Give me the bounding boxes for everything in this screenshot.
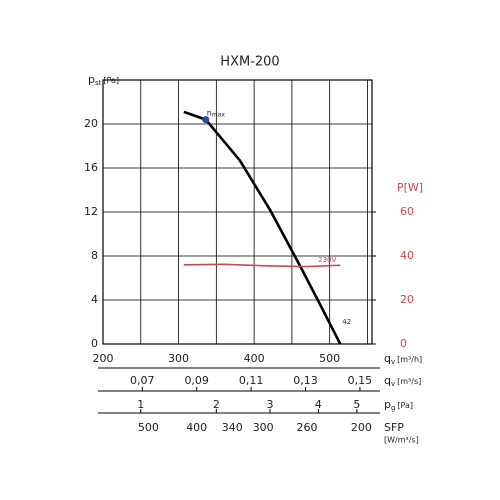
x-tick-label: 400 [244, 352, 265, 365]
axis-tick-label: 400 [186, 421, 207, 434]
x-axis-title-sub: v [391, 358, 395, 366]
axis-tick-label: 260 [297, 421, 318, 434]
y-tick-label: 12 [84, 205, 98, 218]
y2-axis-title: P[W] [397, 181, 423, 194]
axis-tick-label: 0,07 [130, 374, 155, 387]
axis-title-unit: [W/m³/s] [384, 436, 419, 445]
series-line [183, 263, 341, 268]
annotation-main: n [207, 108, 212, 117]
axis-tick-label: 200 [351, 421, 372, 434]
axis-tick-label: 0,15 [348, 374, 373, 387]
axis-title-unit: [m³/s] [397, 377, 421, 386]
nmax-point [202, 116, 210, 124]
chart-title: HXM-200 [220, 55, 279, 70]
axis-tick-label: 500 [138, 421, 159, 434]
y-axis-title-unit: [Pa] [103, 76, 119, 85]
x-tick-label: 300 [168, 352, 189, 365]
annotation: nmax [207, 108, 226, 118]
axis-tick-label: 340 [222, 421, 243, 434]
y-tick-label: 0 [91, 337, 98, 350]
axis-title-sub: g [391, 404, 395, 412]
axis-tick-label: 0,11 [239, 374, 264, 387]
axis-title-main: q [384, 374, 391, 387]
y-axis-title-main: p [88, 73, 95, 86]
axis-tick-label: 2 [213, 398, 220, 411]
x-axis-title: qv [m³/h] [384, 352, 422, 366]
y-tick-label: 8 [91, 249, 98, 262]
x-axis-title-main: q [384, 352, 391, 365]
x-axis-title-unit: [m³/h] [397, 355, 422, 364]
axis-tick-label: 300 [253, 421, 274, 434]
y2-tick-label: 60 [400, 205, 414, 218]
axis-tick-label: 0,09 [184, 374, 209, 387]
series-line [183, 110, 342, 345]
x-tick-label: 200 [93, 352, 114, 365]
y2-tick-label: 40 [400, 249, 414, 262]
y-tick-label: 16 [84, 161, 98, 174]
axis-tick-label: 4 [315, 398, 322, 411]
y2-tick-label: 0 [400, 337, 407, 350]
axis-tick-label: 0,13 [293, 374, 318, 387]
axis-title: pg [Pa] [384, 398, 413, 412]
axis-title: SFP [384, 421, 404, 434]
axis-title: qv [m³/s] [384, 374, 421, 388]
axis-title-unit: [Pa] [397, 401, 413, 410]
axis-tick-label: 5 [353, 398, 360, 411]
y-tick-label: 4 [91, 293, 98, 306]
series-label: 230V [318, 256, 336, 264]
axis-tick-label: 3 [266, 398, 273, 411]
y-tick-label: 20 [84, 117, 98, 130]
y-axis-title: pst [Pa] [88, 73, 119, 87]
x-tick-label: 500 [319, 352, 340, 365]
axis-title-main: p [384, 398, 391, 411]
series-label: 42 [342, 318, 351, 326]
axis-tick-label: 1 [137, 398, 144, 411]
y2-tick-label: 20 [400, 293, 414, 306]
annotation-sub: max [212, 111, 226, 118]
y-axis-title-sub: st [95, 79, 102, 87]
axis-title-sub: v [391, 380, 395, 388]
